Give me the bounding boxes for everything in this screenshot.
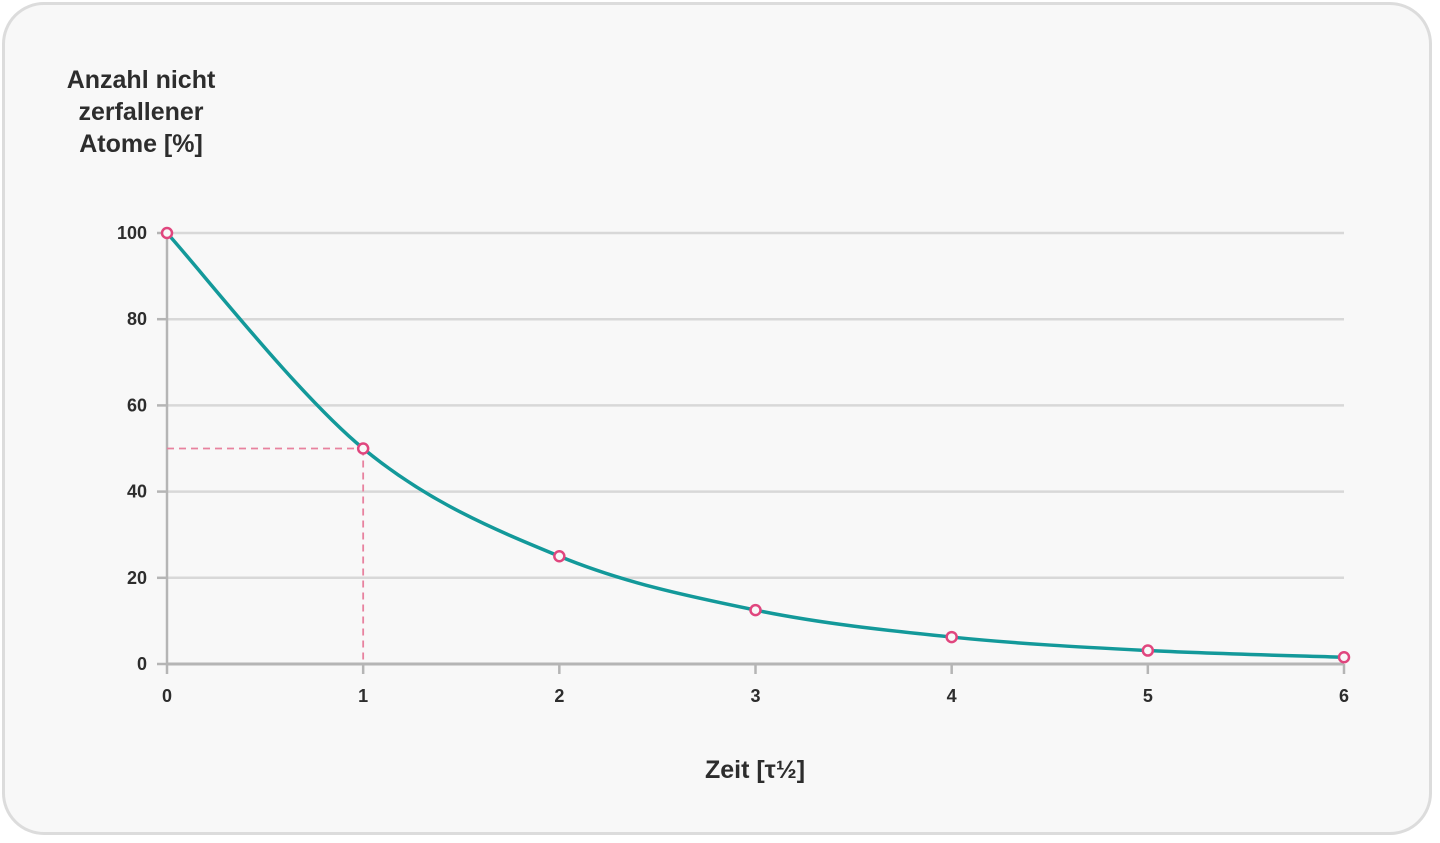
data-point-2 [553, 550, 566, 563]
decay-curve [165, 231, 1346, 660]
x-axis-label: Zeit [τ½] [704, 756, 806, 784]
y-axis-label-line-3: Atome [%] [79, 130, 203, 158]
y-tick-label-0: 0 [137, 654, 147, 674]
x-tick-label-3: 3 [750, 686, 760, 706]
data-point-6 [1337, 651, 1351, 664]
y-tick-label-40: 40 [127, 482, 147, 502]
x-tick-label-4: 4 [947, 686, 957, 706]
y-tick-label-80: 80 [127, 309, 147, 329]
y-axis-label-line-1: Anzahl nicht [66, 66, 216, 94]
data-point-3 [749, 603, 762, 617]
y-tick-label-60: 60 [127, 395, 147, 415]
y-tick-label-100: 100 [117, 223, 147, 243]
x-tick-label-1: 1 [358, 686, 368, 706]
x-tick-label-2: 2 [554, 686, 564, 706]
y-axis-label-line-2: zerfallener [78, 98, 204, 126]
x-tick-label-6: 6 [1339, 686, 1349, 706]
x-tick-label-0: 0 [162, 686, 172, 706]
data-point-0 [160, 226, 174, 240]
data-point-1 [356, 442, 370, 455]
data-point-4 [945, 630, 958, 644]
y-axis-label: Anzahl nicht zerfallener Atome [%] [46, 64, 236, 160]
data-point-5 [1141, 644, 1155, 657]
y-tick-label-20: 20 [127, 568, 147, 588]
x-tick-label-5: 5 [1143, 686, 1153, 706]
